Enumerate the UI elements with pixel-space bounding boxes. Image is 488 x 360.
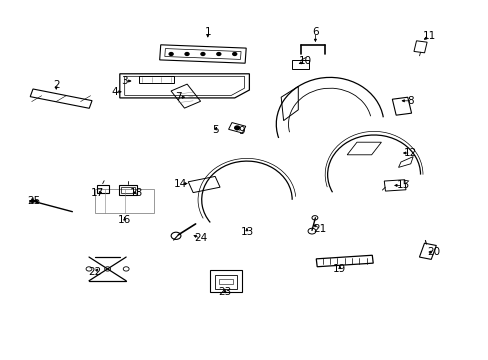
Text: 4: 4 [111, 87, 118, 97]
Circle shape [232, 53, 236, 55]
Text: 24: 24 [193, 233, 207, 243]
Circle shape [217, 53, 221, 55]
Text: 9: 9 [238, 126, 245, 136]
Text: 10: 10 [299, 56, 311, 66]
Text: 12: 12 [403, 148, 417, 158]
Text: 17: 17 [91, 188, 104, 198]
Text: 20: 20 [427, 247, 440, 257]
Text: 3: 3 [121, 76, 128, 86]
Text: 8: 8 [407, 96, 413, 106]
Text: 15: 15 [396, 180, 409, 190]
Text: 16: 16 [118, 215, 131, 225]
Text: 19: 19 [332, 264, 346, 274]
Text: 14: 14 [174, 179, 187, 189]
Text: 21: 21 [313, 224, 326, 234]
Text: 1: 1 [204, 27, 211, 37]
Circle shape [169, 53, 173, 55]
Text: 11: 11 [422, 31, 435, 41]
Text: 13: 13 [240, 227, 253, 237]
Circle shape [201, 53, 204, 55]
Circle shape [234, 126, 239, 130]
Text: 18: 18 [130, 188, 143, 198]
Text: 22: 22 [88, 267, 102, 277]
Circle shape [184, 53, 188, 55]
Text: 2: 2 [53, 80, 60, 90]
Text: 7: 7 [175, 92, 182, 102]
Text: 5: 5 [211, 125, 218, 135]
Text: 23: 23 [218, 287, 231, 297]
Text: 25: 25 [27, 195, 41, 206]
Text: 6: 6 [311, 27, 318, 37]
